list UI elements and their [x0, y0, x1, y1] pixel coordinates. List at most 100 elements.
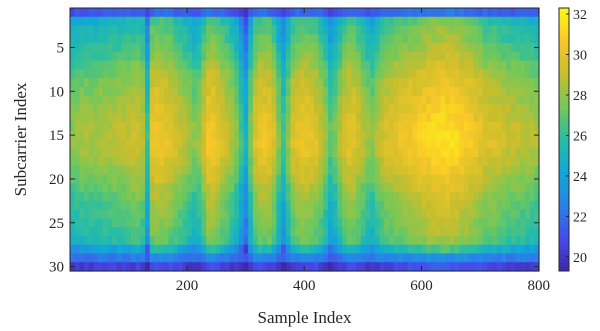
- heatmap-cell: [215, 86, 221, 97]
- heatmap-cell: [379, 244, 385, 255]
- heatmap-cell: [524, 139, 531, 149]
- heatmap-cell: [412, 34, 418, 44]
- heatmap-cell: [412, 139, 418, 149]
- heatmap-cell: [140, 157, 146, 167]
- heatmap-cell: [220, 148, 226, 158]
- heatmap-cell: [356, 139, 362, 149]
- heatmap-cell: [421, 86, 428, 97]
- heatmap-cell: [346, 157, 352, 167]
- heatmap-cell: [210, 130, 216, 141]
- heatmap-cell: [276, 95, 282, 106]
- heatmap-cell: [313, 192, 320, 202]
- heatmap-cell: [84, 165, 90, 176]
- heatmap-cell: [257, 218, 263, 228]
- heatmap-cell: [252, 86, 259, 97]
- heatmap-cell: [130, 113, 137, 123]
- heatmap-cell: [285, 104, 292, 114]
- heatmap-cell: [524, 227, 531, 237]
- heatmap-cell: [309, 86, 315, 97]
- heatmap-cell: [210, 78, 216, 88]
- heatmap-cell: [379, 192, 385, 202]
- heatmap-cell: [478, 192, 484, 202]
- heatmap-cell: [154, 69, 160, 79]
- heatmap-cell: [116, 262, 123, 272]
- heatmap-cell: [520, 157, 526, 167]
- heatmap-cell: [351, 235, 357, 246]
- heatmap-cell: [431, 69, 437, 79]
- heatmap-cell: [435, 130, 442, 141]
- heatmap-cell: [454, 8, 460, 18]
- heatmap-cell: [440, 200, 446, 211]
- heatmap-cell: [332, 113, 338, 123]
- heatmap-cell: [304, 174, 310, 184]
- heatmap-cell: [473, 227, 479, 237]
- heatmap-cell: [463, 51, 470, 62]
- heatmap-cell: [229, 16, 235, 27]
- heatmap-cell: [313, 25, 320, 35]
- heatmap-cell: [402, 113, 409, 123]
- heatmap-cell: [79, 235, 85, 246]
- heatmap-cell: [187, 69, 193, 79]
- heatmap-cell: [210, 253, 216, 263]
- heatmap-cell: [243, 253, 249, 263]
- heatmap-cell: [168, 86, 174, 97]
- heatmap-cell: [130, 209, 137, 219]
- heatmap-cell: [220, 227, 226, 237]
- heatmap-cell: [309, 8, 315, 18]
- heatmap-cell: [74, 192, 80, 202]
- heatmap-cell: [243, 139, 249, 149]
- heatmap-cell: [435, 121, 442, 132]
- heatmap-cell: [323, 78, 329, 88]
- heatmap-cell: [515, 183, 521, 193]
- heatmap-cell: [154, 235, 160, 246]
- heatmap-cell: [168, 253, 174, 263]
- heatmap-cell: [112, 104, 118, 114]
- heatmap-cell: [257, 104, 263, 114]
- heatmap-cell: [478, 130, 484, 141]
- heatmap-cell: [130, 174, 137, 184]
- heatmap-cell: [130, 43, 137, 53]
- heatmap-cell: [135, 235, 141, 246]
- heatmap-cell: [262, 113, 268, 123]
- heatmap-cell: [454, 165, 460, 176]
- heatmap-cell: [93, 16, 99, 27]
- heatmap-cell: [121, 235, 127, 246]
- heatmap-cell: [360, 253, 367, 263]
- heatmap-cell: [252, 244, 259, 255]
- heatmap-cell: [426, 130, 432, 141]
- heatmap-cell: [191, 104, 198, 114]
- heatmap-cell: [417, 139, 423, 149]
- heatmap-cell: [276, 235, 282, 246]
- heatmap-cell: [229, 253, 235, 263]
- heatmap-cell: [196, 183, 202, 193]
- heatmap-cell: [290, 130, 296, 141]
- heatmap-cell: [318, 244, 324, 255]
- heatmap-cell: [492, 165, 498, 176]
- heatmap-cell: [215, 121, 221, 132]
- heatmap-cell: [234, 121, 240, 132]
- heatmap-cell: [116, 139, 123, 149]
- heatmap-cell: [379, 218, 385, 228]
- heatmap-cell: [149, 25, 156, 35]
- heatmap-cell: [224, 235, 231, 246]
- heatmap-cell: [224, 60, 231, 70]
- heatmap-cell: [482, 227, 489, 237]
- heatmap-cell: [266, 192, 273, 202]
- heatmap-cell: [459, 60, 465, 70]
- heatmap-cell: [112, 95, 118, 106]
- heatmap-cell: [281, 139, 287, 149]
- heatmap-cell: [257, 200, 263, 211]
- heatmap-cell: [449, 174, 456, 184]
- heatmap-cell: [393, 235, 399, 246]
- heatmap-cell: [384, 43, 390, 53]
- heatmap-cell: [313, 8, 320, 18]
- heatmap-cell: [266, 104, 273, 114]
- heatmap-cell: [435, 165, 442, 176]
- heatmap-cell: [234, 148, 240, 158]
- heatmap-cell: [412, 121, 418, 132]
- heatmap-cell: [163, 183, 170, 193]
- heatmap-cell: [454, 148, 460, 158]
- heatmap-cell: [88, 192, 95, 202]
- heatmap-cell: [290, 86, 296, 97]
- heatmap-cell: [206, 244, 212, 255]
